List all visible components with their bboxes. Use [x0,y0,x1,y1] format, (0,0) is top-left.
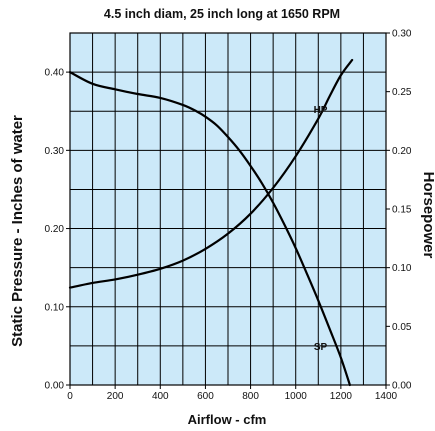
y-axis-label: Static Pressure - Inches of water [9,115,26,347]
x-tick-label: 200 [107,391,124,402]
x-tick-label: 0 [67,391,73,402]
series-line-hp [68,58,354,289]
x-tick-label: 1000 [285,391,308,402]
y-tick-label: 0.00 [45,381,65,392]
y2-tick-label: 0.10 [392,263,412,274]
right-axis-ticks: 0.00 0.05 0.10 0.15 0.20 0.25 0.30 [386,29,412,392]
y-tick-label: 0.10 [45,302,65,313]
y2-tick-label: 0.25 [392,87,412,98]
grid-lines [70,33,386,385]
y2-tick-label: 0.15 [392,205,412,216]
series-layer: HP SP [68,58,354,387]
x-axis-ticks: 0 200 400 600 800 1000 1200 1400 [67,385,398,402]
x-tick-label: 800 [242,391,259,402]
x-tick-label: 1400 [375,391,398,402]
series-label-hp: HP [314,105,328,116]
chart-title: 4.5 inch diam, 25 inch long at 1650 RPM [104,7,340,21]
y2-tick-label: 0.00 [392,381,412,392]
plot-frame [69,32,387,386]
series-label-sp: SP [314,342,328,353]
x-tick-label: 1200 [330,391,353,402]
y-tick-label: 0.20 [45,224,65,235]
y-tick-label: 0.40 [45,68,65,79]
left-axis-ticks: 0.00 0.10 0.20 0.30 0.40 [45,68,70,392]
y2-tick-label: 0.30 [392,29,412,40]
y2-axis-label: Horsepower [420,172,435,259]
y2-tick-label: 0.05 [392,322,412,333]
x-tick-label: 600 [197,391,214,402]
y-tick-label: 0.30 [45,146,65,157]
x-tick-label: 400 [152,391,169,402]
series-line-sp [68,71,351,387]
y2-tick-label: 0.20 [392,146,412,157]
x-axis-label: Airflow - cfm [188,412,267,427]
